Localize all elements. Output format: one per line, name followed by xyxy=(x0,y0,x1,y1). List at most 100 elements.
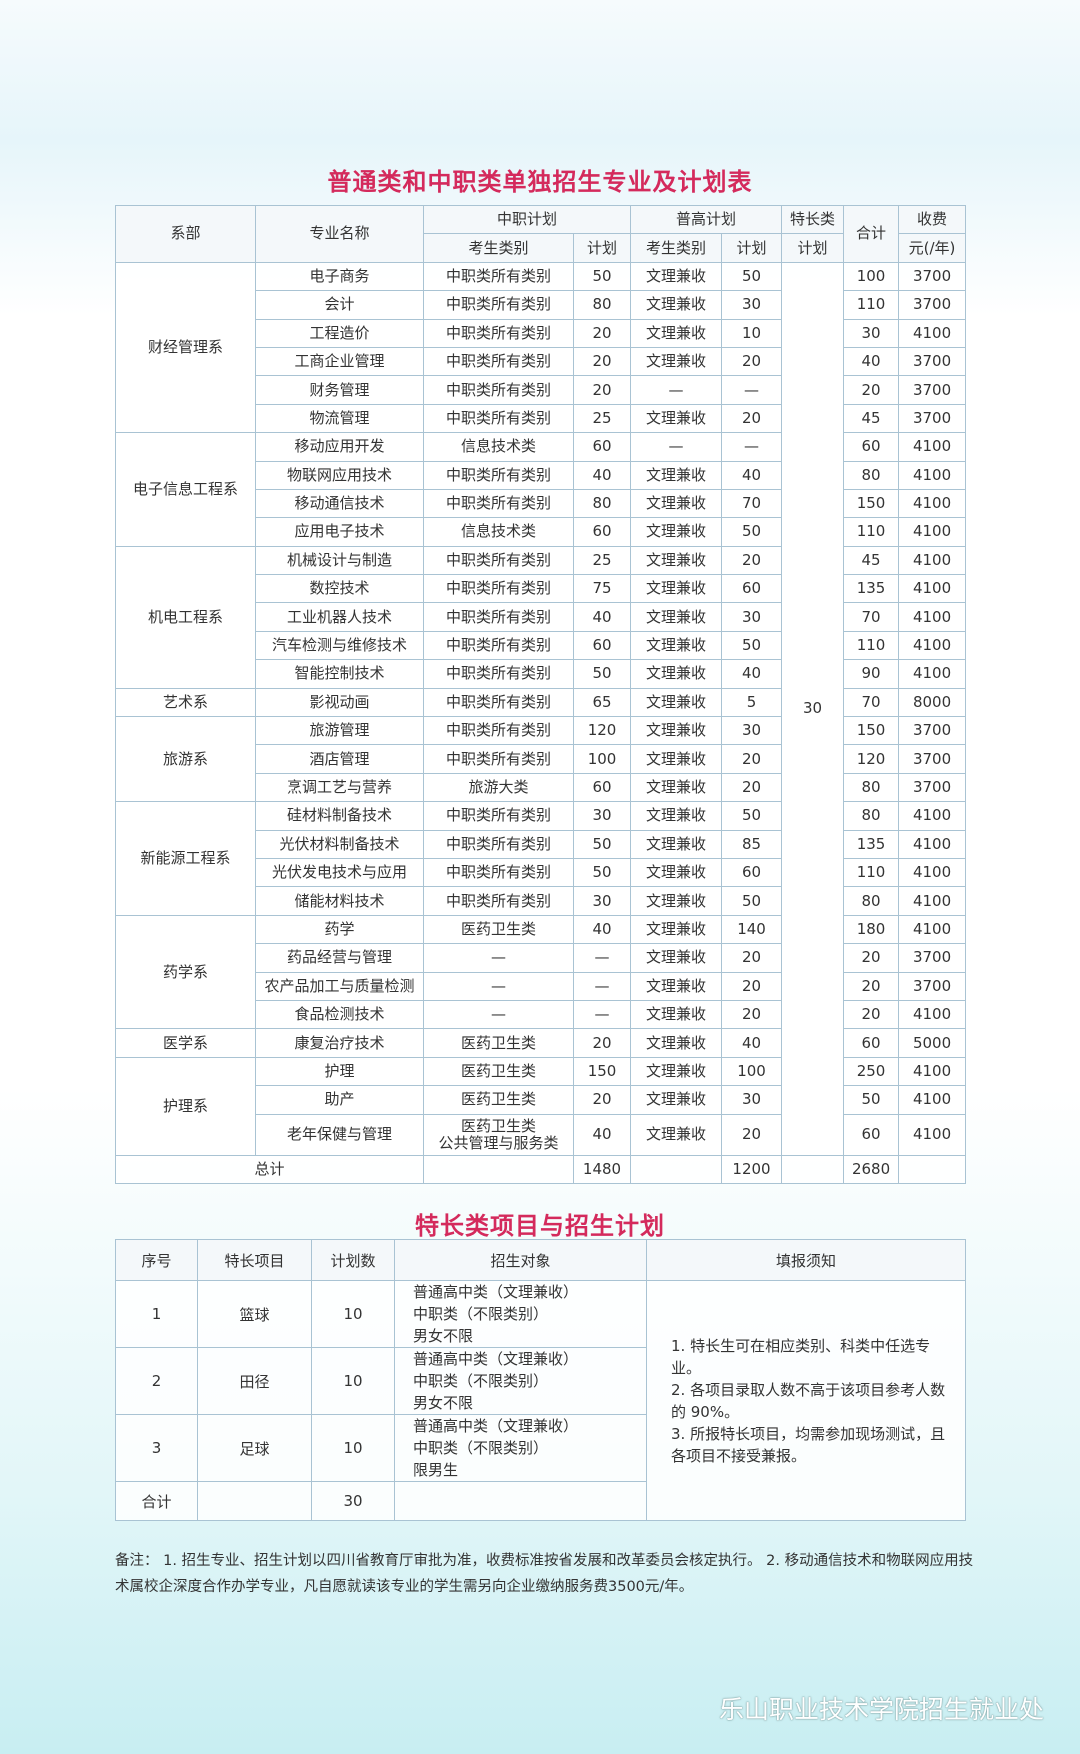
table-cell: 文理兼收 xyxy=(630,290,723,320)
table-cell: 文理兼收 xyxy=(630,716,723,746)
table-cell: 4100 xyxy=(898,999,967,1030)
table-cell: 10 xyxy=(311,1347,395,1415)
table-cell: 10 xyxy=(311,1280,395,1348)
total-label: 总计 xyxy=(115,1154,424,1184)
note-line: 1. 特长生可在相应类别、科类中任选专业。 xyxy=(671,1336,931,1377)
table-cell xyxy=(394,1481,647,1521)
total-cell: 1480 xyxy=(572,1154,632,1184)
department-cell: 新能源工程系 xyxy=(115,801,256,916)
table-row: 药品经营与管理 — — 文理兼收 20 20 3700 xyxy=(116,943,967,973)
table-cell: 30 xyxy=(721,290,783,320)
table-cell: 60 xyxy=(572,772,632,803)
table-cell: 农产品加工与质量检测 xyxy=(255,971,424,1001)
table-cell: 10 xyxy=(311,1414,395,1482)
table-row: 物流管理 中职类所有类别 25 文理兼收 20 45 3700 xyxy=(116,403,967,434)
table-cell: 3700 xyxy=(898,716,967,746)
table-cell: 物流管理 xyxy=(255,403,424,434)
watermark: 乐山职业技术学院招生就业处 xyxy=(718,1695,1044,1724)
table-cell: 40 xyxy=(572,914,632,945)
table-cell: 20 xyxy=(572,1085,632,1115)
table-cell: 70 xyxy=(843,602,900,632)
table-cell: 50 xyxy=(572,261,632,292)
table-cell: 中职类所有类别 xyxy=(423,545,574,576)
table-cell: 中职类所有类别 xyxy=(423,744,574,774)
special-plan-cell: 30 xyxy=(781,261,845,1156)
department-cell: 财经管理系 xyxy=(115,261,256,434)
table-cell: 20 xyxy=(721,999,783,1030)
table-cell: 中职类所有类别 xyxy=(423,460,574,490)
table-cell: 中职类所有类别 xyxy=(423,290,574,320)
table-cell: 3700 xyxy=(898,375,967,405)
target-line: 普通高中类（文理兼收） xyxy=(413,1283,579,1301)
department-cell: 医学系 xyxy=(115,1028,256,1058)
table-cell: 医药卫生类 xyxy=(423,1056,574,1087)
table-cell: 60 xyxy=(572,432,632,462)
table-cell: 135 xyxy=(843,829,900,859)
table-cell: 250 xyxy=(843,1056,900,1087)
table-cell xyxy=(898,1154,967,1184)
table-cell: 25 xyxy=(572,403,632,434)
table-cell: 中职类所有类别 xyxy=(423,857,574,888)
table-cell: 50 xyxy=(572,857,632,888)
table-cell: 4100 xyxy=(898,829,967,859)
table-row: 医学系 康复治疗技术 医药卫生类 20 文理兼收 40 60 5000 xyxy=(115,1028,967,1058)
table-cell: 30 xyxy=(572,801,632,831)
target-line: 中职类（不限类别） xyxy=(413,1305,549,1323)
target-cell: 普通高中类（文理兼收） 中职类（不限类别） 男女不限 xyxy=(394,1280,647,1348)
table-cell: 中职类所有类别 xyxy=(423,801,574,831)
table-cell: 中职类所有类别 xyxy=(423,687,574,718)
table-cell: 3700 xyxy=(898,346,967,377)
table-cell: 文理兼收 xyxy=(630,545,723,576)
table-cell: 影视动画 xyxy=(255,687,424,718)
table-cell: — xyxy=(721,432,783,462)
table-cell: 4100 xyxy=(898,318,967,348)
table-row: 会计 中职类所有类别 80 文理兼收 30 110 3700 xyxy=(116,290,967,320)
table-cell: 4100 xyxy=(898,574,967,604)
table-cell: 文理兼收 xyxy=(630,630,723,661)
table-cell: 4100 xyxy=(898,488,967,519)
plan-table: 系部 专业名称 中职计划 普高计划 特长类 合计 收费 考生类别 计划 考生类别… xyxy=(115,204,967,1184)
table-cell: 140 xyxy=(721,914,783,945)
table-cell: 135 xyxy=(843,574,900,604)
table-cell: 文理兼收 xyxy=(630,574,723,604)
table-cell: 文理兼收 xyxy=(630,517,723,547)
total-cell: 2680 xyxy=(843,1154,900,1184)
table-cell: 100 xyxy=(572,744,632,774)
table-cell: 文理兼收 xyxy=(630,1085,723,1115)
table-cell: 70 xyxy=(843,687,900,718)
table-cell: 20 xyxy=(721,772,783,803)
table-row: 烹调工艺与营养 旅游大类 60 文理兼收 20 80 3700 xyxy=(116,772,967,803)
table-cell: 中职类所有类别 xyxy=(423,659,574,689)
department-cell: 机电工程系 xyxy=(115,545,256,689)
table-cell: 30 xyxy=(721,716,783,746)
header-cell: 合计 xyxy=(843,205,900,263)
table-row: 农产品加工与质量检测 — — 文理兼收 20 20 3700 xyxy=(116,971,967,1001)
table-cell: 75 xyxy=(572,574,632,604)
department-cell: 护理系 xyxy=(115,1056,256,1156)
table-cell: 中职类所有类别 xyxy=(423,488,574,519)
table-row: 护理系 护理 医药卫生类 150 文理兼收 100 250 4100 xyxy=(115,1056,967,1156)
table-cell: 20 xyxy=(843,999,900,1030)
table-cell: 30 xyxy=(572,886,632,916)
table-cell: 110 xyxy=(843,630,900,661)
table-cell: 信息技术类 xyxy=(423,432,574,462)
table-cell: — xyxy=(630,432,723,462)
table-cell: — xyxy=(572,971,632,1001)
table-cell: 8000 xyxy=(898,687,967,718)
table-cell: 中职类所有类别 xyxy=(423,318,574,348)
table-cell: 85 xyxy=(721,829,783,859)
total-label: 合计 xyxy=(115,1481,198,1521)
table-cell: 文理兼收 xyxy=(630,261,723,292)
table-cell: 100 xyxy=(843,261,900,292)
table-row: 药学系 药学 医药卫生类 40 文理兼收 140 180 4100 xyxy=(115,914,967,1030)
table-cell: 20 xyxy=(572,1028,632,1058)
table-cell: 中职类所有类别 xyxy=(423,630,574,661)
table-row: 艺术系 影视动画 中职类所有类别 65 文理兼收 5 70 8000 xyxy=(115,687,967,718)
table-cell: 财务管理 xyxy=(255,375,424,405)
table-cell: 50 xyxy=(721,630,783,661)
header-cell: 系部 xyxy=(115,205,256,263)
table-cell: 应用电子技术 xyxy=(255,517,424,547)
total-cell: 30 xyxy=(311,1481,395,1521)
